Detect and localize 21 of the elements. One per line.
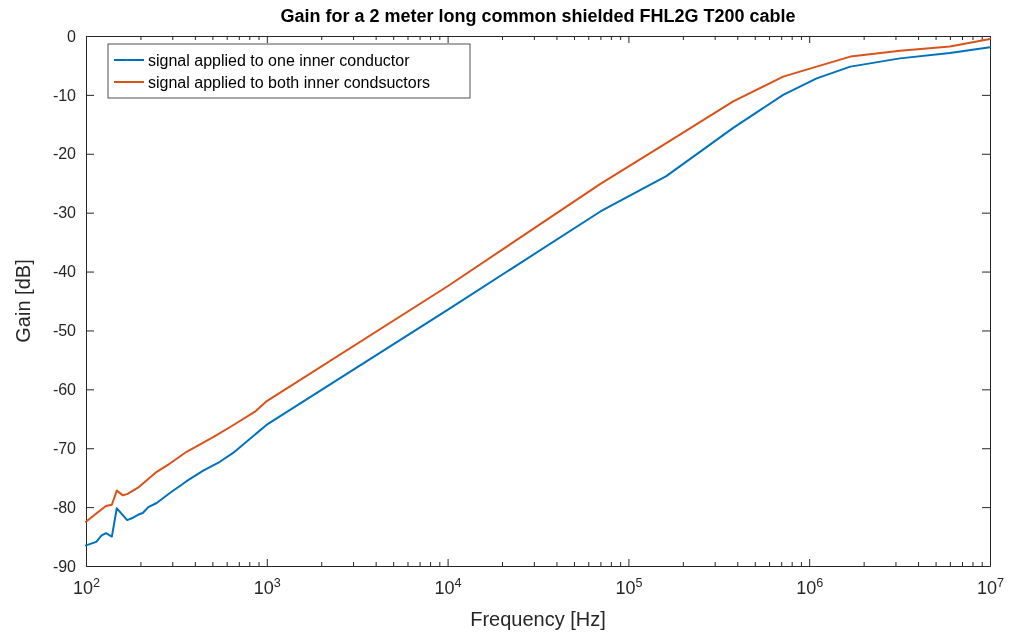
- y-axis-title: Gain [dB]: [12, 259, 34, 343]
- y-tick-label: -90: [52, 557, 77, 575]
- x-tick-label: 10$^{6}$: [796, 576, 824, 599]
- x-tick-label: 10$^{3}$: [253, 576, 281, 599]
- x-tick-label: 10$^{2}$: [72, 576, 101, 599]
- x-axis-title: Frequency [Hz]: [470, 608, 606, 630]
- y-tick-label: 0: [67, 27, 77, 45]
- y-tick-label: -70: [52, 439, 77, 457]
- y-tick-label: -40: [52, 263, 77, 281]
- y-tick-label: -10: [52, 86, 77, 104]
- y-tick-label: -50: [52, 322, 77, 340]
- y-tick-label: -30: [52, 204, 77, 222]
- chart-title: Gain for a 2 meter long common shielded FHL2G T200 cable: [280, 6, 796, 26]
- legend-label: signal applied to both inner condsuctors: [148, 73, 430, 91]
- x-tick-label: 10$^{7}$: [976, 576, 1005, 599]
- y-tick-label: -80: [52, 498, 77, 516]
- x-tick-label: 10$^{5}$: [615, 576, 643, 599]
- y-tick-label: -20: [52, 145, 77, 163]
- legend-label: signal applied to one inner conductor: [148, 51, 411, 69]
- y-tick-label: -60: [52, 380, 77, 398]
- x-tick-label: 10$^{4}$: [434, 576, 462, 599]
